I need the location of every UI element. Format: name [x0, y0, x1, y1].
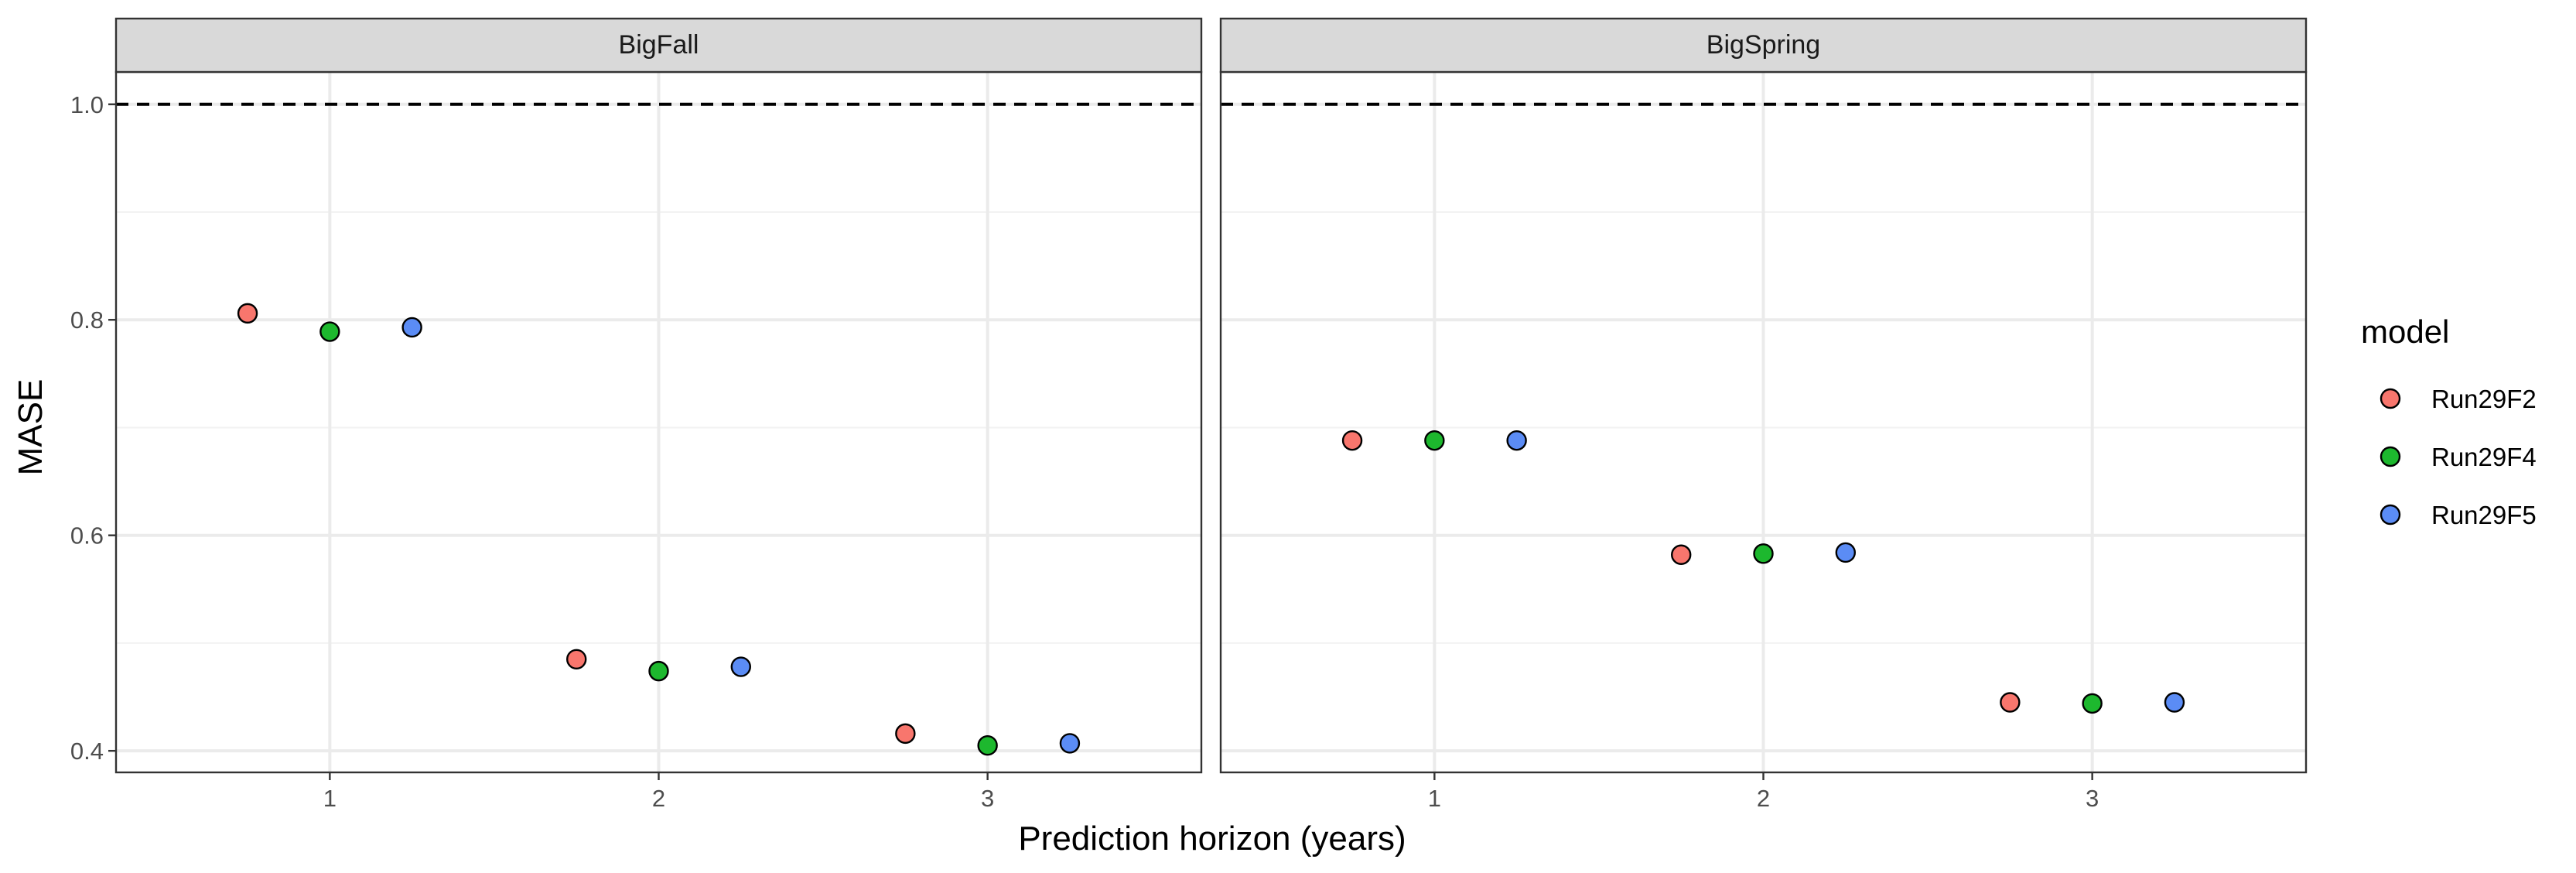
x-axis-title: Prediction horizon (years): [1018, 820, 1406, 858]
panel-bigspring: BigSpring: [1219, 17, 2308, 774]
panel-bigfall: BigFall: [114, 17, 1203, 774]
x-tick-label: 3: [2086, 785, 2099, 812]
y-tick-label: 0.4: [70, 738, 104, 765]
axes: 1 2 3 1 2 3 0.4 0.6 0.8 1.0: [70, 91, 2099, 812]
data-point-run29f2: [1341, 430, 1363, 451]
data-point-run29f4: [1753, 543, 1774, 564]
data-point-run29f4: [2082, 693, 2103, 714]
legend-label: Run29F5: [2431, 501, 2537, 529]
data-point-run29f4: [648, 660, 669, 682]
data-point-run29f5: [2164, 692, 2185, 713]
x-tick-label: 2: [1757, 785, 1770, 812]
data-point-run29f4: [1424, 430, 1445, 451]
data-point-run29f2: [566, 649, 587, 670]
y-tick-label: 0.6: [70, 522, 104, 549]
legend-key-run29f2: [2380, 388, 2401, 409]
y-tick-label: 0.8: [70, 306, 104, 334]
data-point-run29f2: [2000, 692, 2021, 713]
legend-entries: Run29F2 Run29F4 Run29F5: [2380, 385, 2537, 529]
x-tick-label: 1: [1428, 785, 1441, 812]
legend-entry-run29f2: Run29F2: [2380, 385, 2537, 413]
data-point-run29f5: [1506, 430, 1527, 451]
x-tick-label: 3: [981, 785, 994, 812]
data-point-run29f5: [730, 656, 751, 677]
data-point-run29f5: [1835, 542, 1856, 563]
panels: BigFall BigSpring: [114, 17, 2308, 774]
data-point-run29f2: [895, 723, 916, 745]
legend-entry-run29f5: Run29F5: [2380, 501, 2537, 529]
data-point-run29f5: [401, 317, 422, 338]
y-axis-title: MASE: [12, 379, 50, 476]
data-point-run29f2: [237, 303, 258, 324]
y-tick-label: 1.0: [70, 91, 104, 118]
legend-key-run29f5: [2380, 504, 2401, 526]
legend-entry-run29f4: Run29F4: [2380, 443, 2537, 471]
facet-strip: [1219, 17, 2308, 74]
x-tick-label: 2: [652, 785, 665, 812]
legend-label: Run29F4: [2431, 443, 2537, 471]
x-tick-label: 1: [323, 785, 337, 812]
data-point-run29f4: [319, 321, 340, 342]
data-point-run29f2: [1671, 544, 1692, 565]
facet-strip-label: BigFall: [619, 30, 699, 60]
data-point-run29f5: [1059, 733, 1081, 754]
legend: model Run29F2 Run29F4 Run29F5: [2361, 313, 2537, 529]
legend-key-run29f4: [2380, 446, 2401, 467]
legend-title: model: [2361, 313, 2449, 350]
facet-strip-label: BigSpring: [1707, 30, 1820, 60]
facet-strip: [114, 17, 1203, 74]
legend-label: Run29F2: [2431, 385, 2537, 413]
data-point-run29f4: [977, 734, 998, 756]
